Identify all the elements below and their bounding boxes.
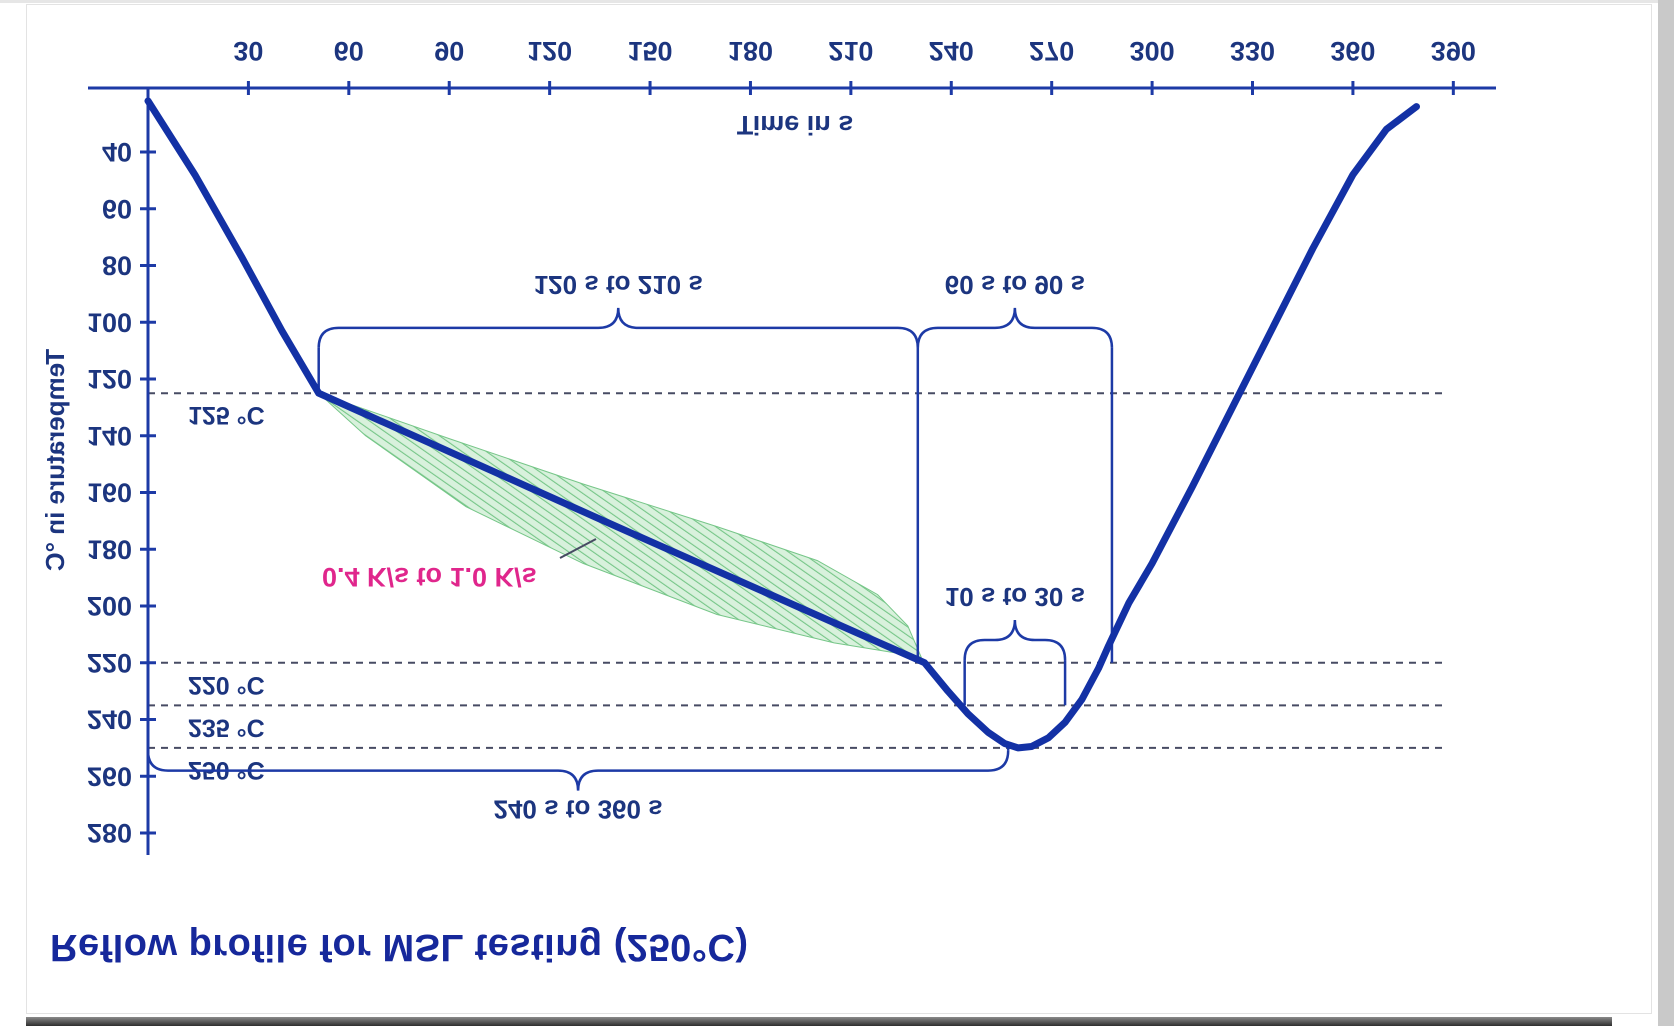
- bracket-1: 60 s to 90 s: [916, 270, 1114, 663]
- y-axis-label: Temperature in °C: [40, 349, 70, 572]
- chart-title: Reflow profile for MSL testing (250°C): [50, 926, 749, 968]
- y-tick-label: 180: [87, 534, 132, 564]
- bracket-0: 120 s to 210 s: [317, 270, 920, 394]
- x-tick-label: 150: [628, 36, 673, 66]
- bracket-3: 240 s to 360 s: [146, 747, 1010, 825]
- ref-line-235: 235 °C: [148, 704, 1448, 741]
- y-tick-label: 100: [87, 307, 132, 337]
- y-tick-label: 260: [87, 761, 132, 791]
- bracket-2: 10 s to 30 s: [945, 582, 1085, 706]
- x-axis-label: Time in s: [737, 110, 854, 140]
- ramp-rate-annotation: 0.4 K/s to 1.0 K/s: [322, 538, 597, 592]
- y-tick-label: 220: [87, 648, 132, 678]
- ref-line-220: 220 °C: [148, 661, 1448, 699]
- ref-line-250: 250 °C: [148, 746, 1448, 784]
- x-tick-label: 90: [434, 36, 464, 66]
- x-tick-label: 60: [334, 36, 364, 66]
- x-tick-label: 30: [233, 36, 263, 66]
- x-tick-label: 390: [1431, 36, 1476, 66]
- scan-edge-bottom: [26, 1017, 1612, 1026]
- x-tick-label: 360: [1330, 36, 1375, 66]
- y-tick-label: 200: [87, 591, 132, 621]
- x-tick-label: 270: [1029, 36, 1074, 66]
- y-tick-label: 240: [87, 705, 132, 735]
- reflow-curve: [144, 97, 1420, 752]
- bracket-label: 240 s to 360 s: [494, 795, 663, 825]
- ref-line-label: 235 °C: [188, 713, 265, 741]
- y-tick-label: 120: [87, 364, 132, 394]
- bracket-label: 120 s to 210 s: [534, 270, 703, 300]
- y-tick-label: 80: [102, 251, 132, 281]
- y-tick-label: 160: [87, 478, 132, 508]
- y-tick-label: 40: [102, 137, 132, 167]
- y-tick-label: 140: [87, 421, 132, 451]
- axes: 30 60 90 120 150 180 210 240 270 300 330 360 390 40 60…: [40, 36, 1496, 855]
- bracket-label: 60 s to 90 s: [945, 270, 1085, 300]
- x-tick-label: 210: [828, 36, 873, 66]
- y-tick-label: 60: [102, 194, 132, 224]
- x-tick-label: 180: [728, 36, 773, 66]
- scan-edge-right: [1658, 0, 1674, 1026]
- bracket-label: 10 s to 30 s: [945, 582, 1085, 612]
- ref-line-label: 125 °C: [188, 401, 265, 429]
- x-tick-label: 240: [929, 36, 974, 66]
- scan-edge-top: [0, 0, 1674, 3]
- y-tick-label: 280: [87, 818, 132, 848]
- x-tick-label: 300: [1130, 36, 1175, 66]
- x-tick-label: 330: [1230, 36, 1275, 66]
- ramp-rate-label: 0.4 K/s to 1.0 K/s: [322, 562, 537, 592]
- ref-line-label: 220 °C: [188, 671, 265, 699]
- x-tick-label: 120: [527, 36, 572, 66]
- ref-line-125: 125 °C: [148, 392, 1448, 429]
